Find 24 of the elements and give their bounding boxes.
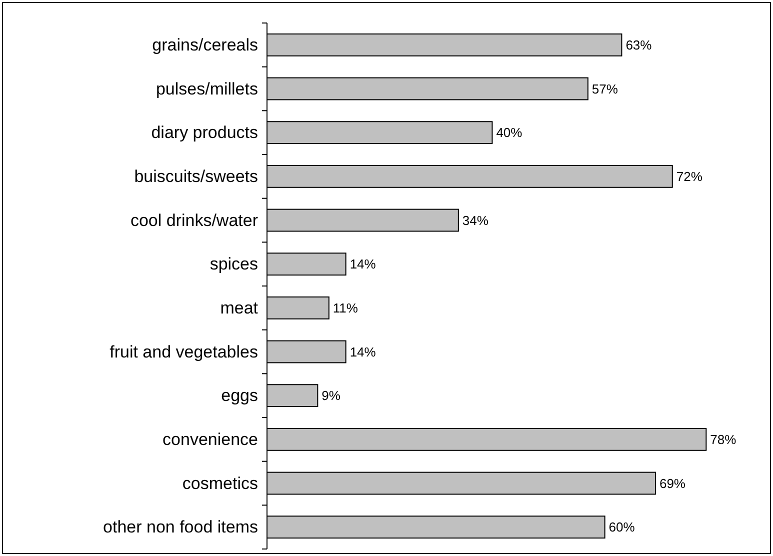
- data-label: 60%: [608, 520, 636, 535]
- data-label: 14%: [350, 344, 376, 360]
- y-tick-label: convenience: [162, 430, 258, 449]
- y-tick-label: cool drinks/water: [130, 210, 258, 230]
- y-tick-label: eggs: [221, 386, 258, 406]
- y-tick-label: cosmetics: [182, 474, 258, 493]
- y-tick-label: buiscuits/sweets: [134, 166, 258, 186]
- y-tick-label: diary products: [151, 123, 258, 142]
- data-label: 9%: [322, 388, 341, 404]
- data-label: 69%: [659, 476, 686, 491]
- data-label: 40%: [496, 125, 523, 140]
- data-label: 57%: [592, 81, 618, 96]
- y-tick-label: spices: [210, 254, 258, 274]
- data-label: 11%: [332, 300, 358, 316]
- data-label: 63%: [626, 37, 652, 52]
- y-tick-label: other non food items: [103, 518, 258, 537]
- y-tick-label: fruit and vegetables: [110, 342, 258, 362]
- data-label: 34%: [462, 212, 489, 228]
- data-label: 78%: [710, 432, 737, 447]
- data-label: 72%: [676, 168, 703, 184]
- data-label: 14%: [350, 256, 376, 272]
- y-tick-label: meat: [220, 298, 258, 318]
- y-tick-label: grains/cereals: [152, 35, 258, 54]
- y-tick-label: pulses/millets: [156, 79, 258, 98]
